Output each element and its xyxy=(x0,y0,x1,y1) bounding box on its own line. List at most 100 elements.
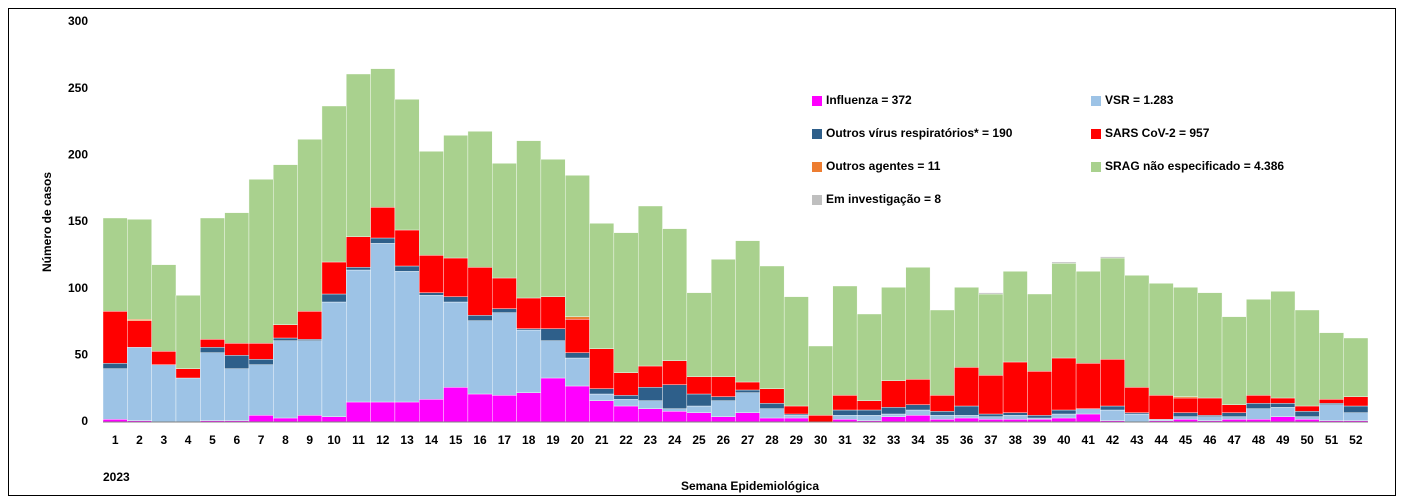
bar-segment xyxy=(637,408,663,423)
bar-segment xyxy=(978,375,1004,415)
bar-segment xyxy=(1100,409,1125,421)
bar-segment xyxy=(1100,257,1125,360)
bar-segment xyxy=(759,417,785,423)
x-tick-label: 27 xyxy=(741,433,755,447)
bar-segment xyxy=(394,401,420,423)
bar-segment xyxy=(832,285,858,396)
bar-segment xyxy=(1319,399,1344,404)
legend-swatch xyxy=(812,162,822,172)
bar-segment xyxy=(1002,415,1028,420)
bar-segment xyxy=(419,255,444,293)
chart-frame xyxy=(8,8,1396,496)
bar-segment xyxy=(346,267,371,271)
x-tick-label: 19 xyxy=(546,433,560,447)
bar-segment xyxy=(200,217,225,340)
bar-segment xyxy=(1294,405,1320,412)
bar-segment xyxy=(492,163,517,279)
y-tick-label: 0 xyxy=(81,414,88,428)
bar-segment xyxy=(1294,416,1320,420)
bar-segment xyxy=(856,313,882,401)
bar-segment xyxy=(1294,411,1320,417)
year-annotation: 2023 xyxy=(103,470,130,484)
x-tick-label: 10 xyxy=(327,433,341,447)
bar-segment xyxy=(370,207,396,239)
bar-segment xyxy=(589,400,615,423)
bar-segment xyxy=(954,415,979,419)
bar-segment xyxy=(686,412,712,423)
bar-segment xyxy=(419,292,444,296)
y-axis-title: Número de casos xyxy=(40,172,54,272)
bar-segment xyxy=(856,415,882,421)
bar-segment xyxy=(1246,299,1271,396)
x-tick-label: 26 xyxy=(717,433,731,447)
bar-segment xyxy=(273,164,298,325)
bar-segment xyxy=(492,308,517,313)
x-tick-label: 41 xyxy=(1082,433,1096,447)
bar-segment xyxy=(297,339,323,341)
bar-segment xyxy=(613,232,639,373)
bar-segment xyxy=(905,404,931,411)
bar-segment xyxy=(516,297,542,329)
bar-segment xyxy=(419,151,444,256)
bar-segment xyxy=(1197,292,1223,399)
x-tick-label: 40 xyxy=(1057,433,1071,447)
bar-segment xyxy=(565,357,590,387)
bar-segment xyxy=(929,395,955,412)
bar-segment xyxy=(102,368,128,420)
bar-segment xyxy=(1246,408,1271,420)
bar-segment xyxy=(370,237,396,244)
x-tick-label: 21 xyxy=(595,433,609,447)
legend-label: Em investigação = 8 xyxy=(826,192,941,206)
bar-segment xyxy=(200,347,225,353)
x-tick-label: 15 xyxy=(449,433,463,447)
x-tick-label: 47 xyxy=(1228,433,1242,447)
x-tick-label: 42 xyxy=(1106,433,1120,447)
bar-segment xyxy=(370,401,396,423)
bar-segment xyxy=(540,296,566,329)
bar-segment xyxy=(613,372,639,396)
bar-segment xyxy=(978,292,1004,295)
bar-segment xyxy=(710,376,736,397)
bar-segment xyxy=(783,296,809,407)
bar-segment xyxy=(783,417,809,423)
bar-segment xyxy=(1173,287,1198,397)
x-tick-label: 14 xyxy=(425,433,439,447)
bar-segment xyxy=(297,139,323,312)
bar-segment xyxy=(1270,291,1296,399)
bar-segment xyxy=(1319,332,1344,400)
bar-segment xyxy=(1002,271,1028,363)
bar-segment xyxy=(516,329,542,393)
bar-segment xyxy=(954,287,979,368)
bar-segment xyxy=(1270,407,1296,417)
bar-segment xyxy=(1343,412,1369,421)
bar-segment xyxy=(686,393,712,407)
x-tick-label: 16 xyxy=(473,433,487,447)
bar-segment xyxy=(905,409,931,416)
x-tick-label: 6 xyxy=(233,433,240,447)
bar-segment xyxy=(1100,405,1125,411)
bar-segment xyxy=(589,388,615,395)
bar-segment xyxy=(1294,309,1320,407)
bar-segment xyxy=(565,319,590,353)
legend-swatch xyxy=(1091,96,1101,106)
x-tick-label: 7 xyxy=(258,433,265,447)
bar-segment xyxy=(443,257,469,297)
bar-segment xyxy=(735,392,761,413)
bar-segment xyxy=(1221,404,1247,413)
bar-segment xyxy=(759,403,785,409)
bar-segment xyxy=(1124,412,1150,415)
bar-segment xyxy=(200,352,225,421)
x-tick-label: 1 xyxy=(112,433,119,447)
legend-swatch xyxy=(812,195,822,205)
bar-segment xyxy=(370,68,396,208)
bar-segment xyxy=(1027,293,1052,372)
bar-segment xyxy=(978,416,1004,420)
bar-segment xyxy=(759,388,785,404)
bar-segment xyxy=(516,392,542,423)
bar-segment xyxy=(735,240,761,383)
bar-segment xyxy=(102,363,128,369)
bar-segment xyxy=(856,400,882,411)
bar-segment xyxy=(248,179,274,344)
bar-segment xyxy=(1027,415,1052,419)
